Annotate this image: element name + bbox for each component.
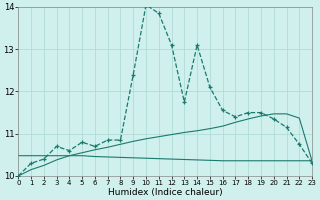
X-axis label: Humidex (Indice chaleur): Humidex (Indice chaleur) xyxy=(108,188,222,197)
